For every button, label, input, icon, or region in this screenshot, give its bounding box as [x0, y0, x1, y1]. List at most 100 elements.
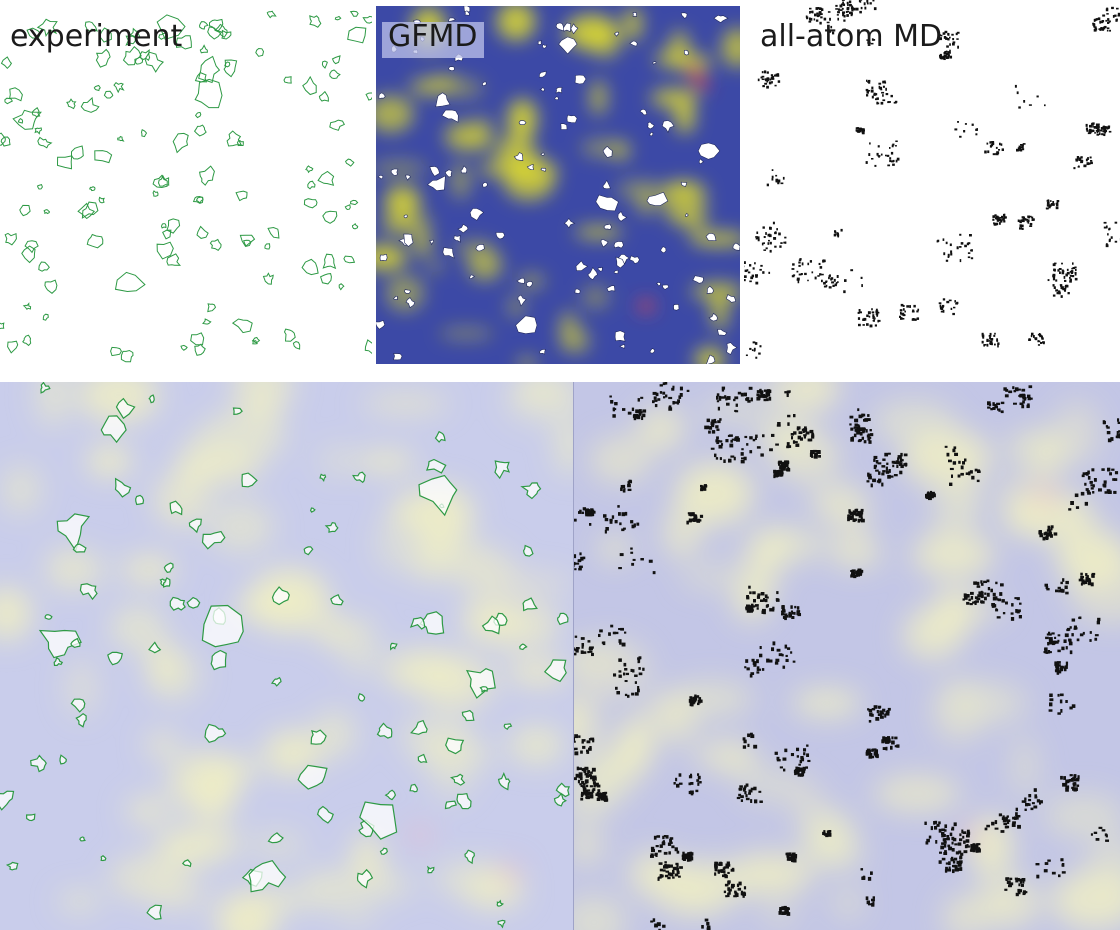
contact-atom — [975, 133, 978, 136]
contact-atom — [678, 395, 682, 399]
contact-atom — [1014, 387, 1019, 392]
contact-atom — [881, 91, 885, 94]
pressure-haze — [1086, 835, 1120, 897]
contact-atom — [887, 164, 891, 167]
contact-atom — [708, 430, 711, 434]
contact-atom — [945, 50, 948, 53]
contact-contour — [350, 199, 359, 206]
contact-atom — [656, 922, 661, 927]
contact-atom — [573, 777, 577, 781]
contact-atom — [1097, 17, 1101, 21]
contact-atom — [783, 467, 786, 471]
contact-patch — [378, 92, 386, 100]
contact-atom — [719, 861, 722, 866]
contact-atom — [885, 746, 888, 751]
contact-atom — [821, 8, 824, 12]
contact-contour — [198, 55, 221, 84]
contact-contour — [169, 596, 186, 611]
contact-atom — [1057, 649, 1061, 653]
contact-atom — [974, 468, 978, 472]
contact-atom — [813, 18, 816, 21]
contact-atom — [987, 401, 991, 406]
contact-atom — [954, 843, 958, 846]
contact-contour — [199, 21, 209, 30]
contact-atom — [777, 470, 781, 475]
contact-atom — [750, 608, 753, 613]
contact-atom — [1095, 838, 1100, 841]
contact-atom — [699, 781, 702, 784]
contact-atom — [912, 309, 915, 313]
contact-atom — [867, 752, 871, 756]
contact-atom — [1002, 815, 1005, 819]
contact-atom — [967, 256, 971, 259]
contact-atom — [994, 827, 999, 830]
contact-atom — [609, 518, 613, 522]
contact-atom — [792, 440, 796, 444]
contact-atom — [698, 697, 702, 700]
contact-atom — [751, 349, 754, 352]
contact-atom — [837, 11, 840, 14]
contact-atom — [951, 33, 954, 36]
contact-atom — [759, 646, 762, 650]
contact-atom — [785, 852, 789, 856]
pressure-haze — [148, 876, 209, 911]
contact-atom — [946, 53, 949, 56]
contact-atom — [755, 356, 758, 359]
contact-atom — [668, 851, 671, 855]
contact-atom — [756, 236, 760, 240]
contact-atom — [631, 524, 635, 529]
pressure-haze — [694, 738, 757, 773]
contact-atom — [800, 437, 803, 441]
contact-contour — [79, 583, 98, 601]
contact-patch — [597, 266, 603, 272]
contact-atom — [744, 269, 748, 273]
contact-atom — [882, 85, 885, 88]
contact-atom — [1018, 883, 1021, 887]
contact-atom — [842, 11, 845, 14]
contact-atom — [573, 748, 576, 751]
contact-atom — [1104, 491, 1109, 494]
contact-atom — [961, 829, 964, 834]
contact-atom — [1080, 578, 1084, 581]
contact-atom — [627, 411, 632, 415]
contact-atom — [976, 479, 980, 483]
contact-atom — [742, 894, 745, 898]
contact-atom — [1108, 130, 1112, 133]
contact-atom — [745, 398, 748, 401]
contact-atom — [860, 868, 864, 871]
contact-contour — [329, 119, 345, 131]
contact-patch — [632, 11, 638, 17]
contact-atom — [968, 598, 971, 602]
contact-atom — [798, 273, 802, 276]
contact-patch — [680, 181, 688, 187]
contact-atom — [1085, 488, 1089, 491]
contact-atom — [876, 710, 879, 714]
contact-atom — [667, 872, 671, 876]
contact-atom — [867, 876, 872, 881]
pressure-glow — [454, 240, 495, 257]
contact-atom — [748, 585, 751, 589]
contact-atom — [637, 688, 640, 693]
contact-atom — [926, 494, 930, 497]
contact-atom — [603, 514, 607, 518]
contact-atom — [1063, 275, 1066, 279]
contact-atom — [752, 438, 756, 442]
contact-atom — [603, 795, 608, 799]
contact-patch — [732, 242, 740, 251]
contact-contour — [169, 500, 183, 516]
contact-atom — [962, 461, 966, 465]
contact-contour — [59, 754, 67, 765]
contact-atom — [1073, 774, 1077, 778]
contact-atom — [1073, 625, 1077, 629]
contact-atom — [1075, 268, 1077, 271]
contact-atom — [860, 6, 863, 10]
contact-atom — [772, 221, 775, 225]
contact-atom — [778, 911, 782, 915]
contact-atom — [875, 93, 878, 96]
contact-atom — [745, 794, 748, 798]
contact-patch — [646, 191, 669, 206]
contact-atom — [871, 158, 874, 160]
contact-atom — [780, 463, 783, 466]
contact-atom — [851, 572, 854, 575]
contact-atom — [1111, 6, 1114, 10]
